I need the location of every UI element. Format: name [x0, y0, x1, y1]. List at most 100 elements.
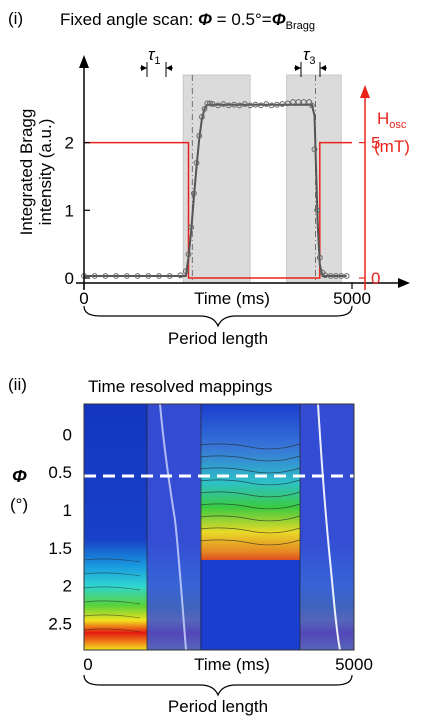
- panel-i-title: Fixed angle scan: Φ = 0.5°=ΦBragg: [60, 10, 315, 32]
- heatmap-y-tick-label: 0.5: [48, 463, 72, 482]
- contour-line: [199, 467, 301, 474]
- data-point: [279, 101, 286, 107]
- x-axis-label: Time (ms): [194, 289, 270, 308]
- data-point: [199, 113, 205, 120]
- heatmap-y-tick-label: 1.5: [48, 539, 72, 558]
- data-point: [182, 268, 189, 275]
- data-point: [156, 273, 162, 279]
- data-point: [207, 100, 213, 107]
- data-point: [91, 273, 98, 279]
- tau3-label: τ3: [303, 45, 315, 67]
- data-point: [343, 273, 350, 279]
- panel-i-label: (i): [8, 9, 23, 28]
- data-point: [225, 102, 232, 109]
- heatmap-y-tick-label: 2.5: [48, 615, 72, 634]
- y-axis-label-line2: intensity (a.u.): [36, 119, 55, 226]
- heatmap-period-label: Period length: [168, 697, 268, 716]
- heatmap-high-band-low: [200, 560, 300, 650]
- contour-line: [199, 539, 301, 546]
- y-axis-label-line1: Integrated Bragg: [17, 109, 36, 236]
- data-point: [333, 273, 339, 279]
- y2-label-main: H: [377, 109, 389, 128]
- heatmap-contours: [83, 443, 301, 633]
- contour-line: [199, 479, 301, 486]
- y-axis-right-arrow: [360, 85, 370, 98]
- x-tick-label: 5000: [333, 289, 371, 308]
- y-axis-left-arrow: [79, 55, 89, 68]
- period-brace: [83, 305, 353, 328]
- contour-line: [83, 586, 141, 591]
- data-point: [316, 254, 323, 261]
- plot-marks: [81, 99, 352, 279]
- data-point: [274, 101, 280, 108]
- period-label: Period length: [168, 329, 268, 348]
- contour-line: [199, 527, 301, 534]
- contour-line: [83, 572, 141, 577]
- data-point: [201, 105, 208, 112]
- data-point: [215, 102, 221, 109]
- title-prefix: Fixed angle scan:: [60, 10, 198, 29]
- data-point: [241, 101, 248, 107]
- data-point: [300, 99, 307, 105]
- data-point: [113, 273, 120, 279]
- data-point: [188, 224, 195, 231]
- heatmap-y-tick-label: 2: [63, 577, 72, 596]
- contour-line: [199, 491, 301, 498]
- contour-line: [199, 455, 301, 462]
- data-point: [284, 100, 291, 107]
- data-point: [196, 132, 203, 139]
- x-axis-arrow: [398, 278, 410, 288]
- data-point: [185, 251, 192, 258]
- data-point: [145, 273, 152, 279]
- data-point: [177, 272, 184, 279]
- data-point: [263, 101, 270, 107]
- data-point: [308, 102, 315, 109]
- data-point: [247, 102, 254, 109]
- data-point: [134, 273, 141, 279]
- field-step-line: [84, 141, 352, 279]
- tau3-annotation: τ3: [294, 45, 327, 77]
- contour-line: [199, 443, 301, 450]
- overlay-region-1: [146, 403, 202, 651]
- contour-line: [199, 515, 301, 522]
- data-point: [123, 273, 130, 279]
- panel-ii: (ii) Time resolved mappings 0 0.5 1 1.5 2 2.5…: [8, 375, 373, 716]
- y2-axis-unit: (mT): [374, 137, 410, 156]
- contour-line: [83, 600, 141, 605]
- data-point: [295, 99, 302, 105]
- heatmap-x-axis-label: Time (ms): [194, 655, 270, 674]
- y2-tick-label: 5: [371, 134, 380, 153]
- data-point: [322, 272, 329, 279]
- x-tick-label: 0: [79, 289, 88, 308]
- data-point: [236, 102, 243, 109]
- heatmap-x-tick-label: 0: [83, 655, 92, 674]
- heatmap-frame: [83, 403, 355, 651]
- data-point: [311, 146, 318, 153]
- panel-i: (i) Fixed angle scan: Φ = 0.5°=ΦBragg 01…: [8, 9, 410, 348]
- shaded-region-1: [182, 74, 251, 284]
- panel-ii-label: (ii): [8, 375, 27, 394]
- data-point: [204, 100, 211, 107]
- data-point: [220, 101, 227, 107]
- data-point: [231, 101, 237, 108]
- contour-line: [83, 614, 141, 619]
- title-phi-bragg: Φ: [272, 10, 286, 29]
- title-sub-bragg: Bragg: [286, 20, 315, 32]
- data-point: [193, 160, 200, 166]
- data-point: [190, 190, 197, 197]
- title-eq: = 0.5°=: [212, 10, 272, 29]
- panel-ii-title: Time resolved mappings: [88, 377, 273, 396]
- tau1-annotation: τ1: [140, 45, 173, 77]
- contour-line: [83, 558, 141, 563]
- data-point: [209, 101, 216, 107]
- title-phi: Φ: [198, 10, 212, 29]
- y2-tick-label: 0: [371, 269, 380, 288]
- data-point: [102, 273, 109, 279]
- y-tick-label: 0: [65, 269, 74, 288]
- y2-label-sub: osc: [389, 119, 407, 131]
- contour-line: [83, 628, 141, 633]
- data-point: [268, 102, 275, 109]
- data-point: [314, 207, 321, 214]
